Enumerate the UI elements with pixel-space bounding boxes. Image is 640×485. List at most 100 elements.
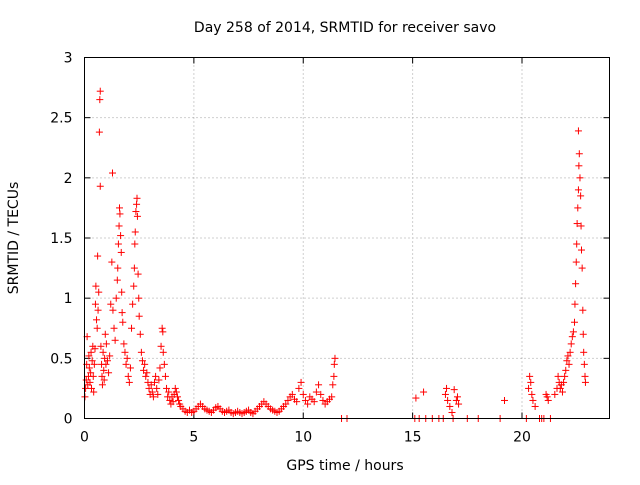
x-tick-label: 0 (80, 430, 89, 446)
data-point (96, 96, 104, 104)
x-tick-label: 5 (189, 430, 198, 446)
data-point (574, 204, 582, 212)
data-point (561, 372, 569, 380)
data-point (88, 357, 96, 365)
data-point (125, 378, 133, 386)
data-point (126, 364, 134, 372)
data-point (581, 372, 589, 380)
marks-layer (81, 87, 589, 422)
data-point (551, 390, 559, 398)
data-point (443, 384, 451, 392)
data-point (91, 345, 99, 353)
data-point (102, 360, 110, 368)
data-point (543, 393, 551, 401)
x-tick-label: 10 (294, 430, 312, 446)
data-point (420, 388, 428, 396)
data-point (580, 348, 588, 356)
data-point (121, 348, 129, 356)
data-point (574, 186, 582, 194)
data-point (330, 372, 338, 380)
data-point (95, 288, 103, 296)
data-point (575, 162, 583, 170)
data-point (155, 376, 163, 384)
data-point (157, 342, 165, 350)
data-point (87, 369, 95, 377)
data-point (455, 400, 463, 408)
data-point (450, 386, 458, 394)
data-point (544, 396, 552, 404)
data-point (124, 372, 132, 380)
data-point (453, 393, 461, 401)
data-point (156, 364, 164, 372)
data-point (448, 408, 456, 416)
data-point (159, 328, 167, 336)
data-point (123, 354, 131, 362)
data-point (563, 357, 571, 365)
data-point (560, 378, 568, 386)
data-point (577, 222, 585, 230)
data-point (452, 396, 460, 404)
data-point (134, 270, 142, 278)
data-point (102, 340, 110, 348)
data-point (153, 384, 161, 392)
data-point (82, 384, 90, 392)
data-point (173, 393, 181, 401)
data-point (88, 384, 95, 392)
data-point (531, 402, 539, 410)
data-point (558, 388, 566, 396)
chart-title: Day 258 of 2014, SRMTID for receiver sav… (194, 20, 496, 36)
data-point (112, 294, 120, 302)
data-point (103, 357, 111, 365)
x-tick-label: 15 (404, 430, 422, 446)
data-point (135, 312, 143, 320)
y-tick-label: 0.5 (50, 351, 72, 367)
data-point (575, 150, 583, 158)
data-point (109, 169, 116, 177)
data-point (175, 396, 183, 404)
data-point (446, 402, 454, 410)
data-point (91, 300, 99, 308)
data-point (579, 306, 587, 314)
data-point (130, 264, 138, 272)
data-point (113, 276, 121, 284)
data-point (114, 264, 122, 272)
data-point (315, 381, 323, 389)
data-point (105, 369, 113, 377)
data-point (137, 348, 145, 356)
data-point (89, 372, 97, 380)
data-point (87, 348, 95, 356)
data-point (317, 390, 325, 398)
grid-layer (84, 57, 610, 419)
data-point (568, 333, 576, 341)
data-point (95, 128, 103, 136)
data-point (148, 388, 156, 396)
data-point (571, 300, 579, 308)
y-tick-label: 2 (64, 171, 73, 187)
data-point (122, 360, 130, 368)
data-point (526, 372, 534, 380)
data-point (149, 393, 157, 401)
data-point (132, 208, 140, 216)
data-point (135, 294, 143, 302)
data-point (166, 396, 174, 404)
data-point (86, 378, 94, 386)
data-point (565, 360, 573, 368)
data-point (100, 376, 108, 384)
data-point (130, 282, 138, 290)
x-axis-label: GPS time / hours (286, 458, 403, 474)
data-point (142, 372, 150, 380)
data-point (299, 390, 307, 398)
data-point (444, 396, 452, 404)
y-tick-label: 0 (64, 412, 73, 428)
data-point (143, 369, 151, 377)
data-point (108, 258, 116, 266)
data-point (319, 396, 327, 404)
data-point (412, 394, 420, 402)
data-point (90, 388, 98, 396)
data-point (580, 360, 588, 368)
data-point (328, 393, 336, 401)
data-point (329, 381, 337, 389)
data-point (282, 400, 290, 408)
data-point (90, 360, 98, 368)
data-point (572, 280, 580, 288)
